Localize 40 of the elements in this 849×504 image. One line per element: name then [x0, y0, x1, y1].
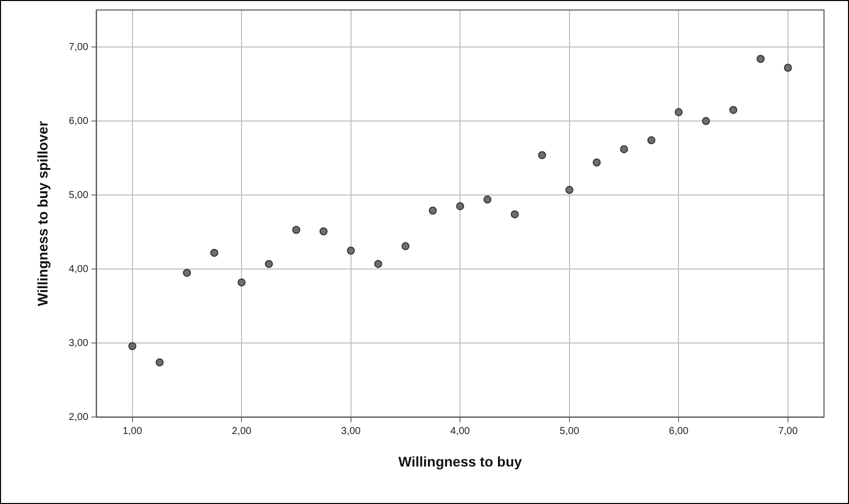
point: [320, 227, 328, 236]
point: [592, 158, 601, 167]
y-axis-title: Willingness to buy spillover: [34, 120, 50, 306]
point: [428, 206, 437, 215]
point: [346, 246, 355, 255]
point: [264, 260, 273, 268]
point: [128, 342, 136, 350]
point: [729, 106, 738, 114]
point: [510, 210, 519, 218]
y-tick-label: 2,00: [68, 412, 89, 423]
point: [401, 242, 410, 250]
point: [647, 136, 656, 144]
x-tick-label: 1,00: [122, 426, 142, 437]
point: [292, 226, 300, 234]
x-tick-label: 4,00: [450, 426, 470, 437]
point: [156, 358, 164, 366]
point: [238, 278, 246, 286]
point: [210, 248, 218, 257]
point: [538, 151, 546, 160]
y-tick-label: 7,00: [68, 42, 89, 53]
y-tick-label: 5,00: [68, 190, 89, 201]
point: [784, 64, 792, 72]
x-tick-label: 7,00: [778, 426, 798, 437]
y-tick-label: 4,00: [68, 264, 89, 275]
y-tick-label: 3,00: [68, 338, 89, 349]
point: [182, 268, 191, 277]
point: [483, 196, 492, 204]
x-axis-title: Willingness to buy: [398, 453, 522, 470]
x-tick-label: 3,00: [341, 426, 362, 437]
point: [756, 54, 765, 63]
x-tick-label: 6,00: [668, 426, 689, 437]
x-tick-label: 2,00: [232, 426, 252, 437]
point: [456, 202, 464, 210]
point: [702, 117, 710, 126]
y-tick-label: 6,00: [68, 116, 89, 127]
point: [620, 145, 628, 154]
x-tick-label: 5,00: [560, 426, 580, 437]
point: [674, 108, 683, 116]
point: [374, 260, 382, 268]
point: [565, 186, 574, 194]
